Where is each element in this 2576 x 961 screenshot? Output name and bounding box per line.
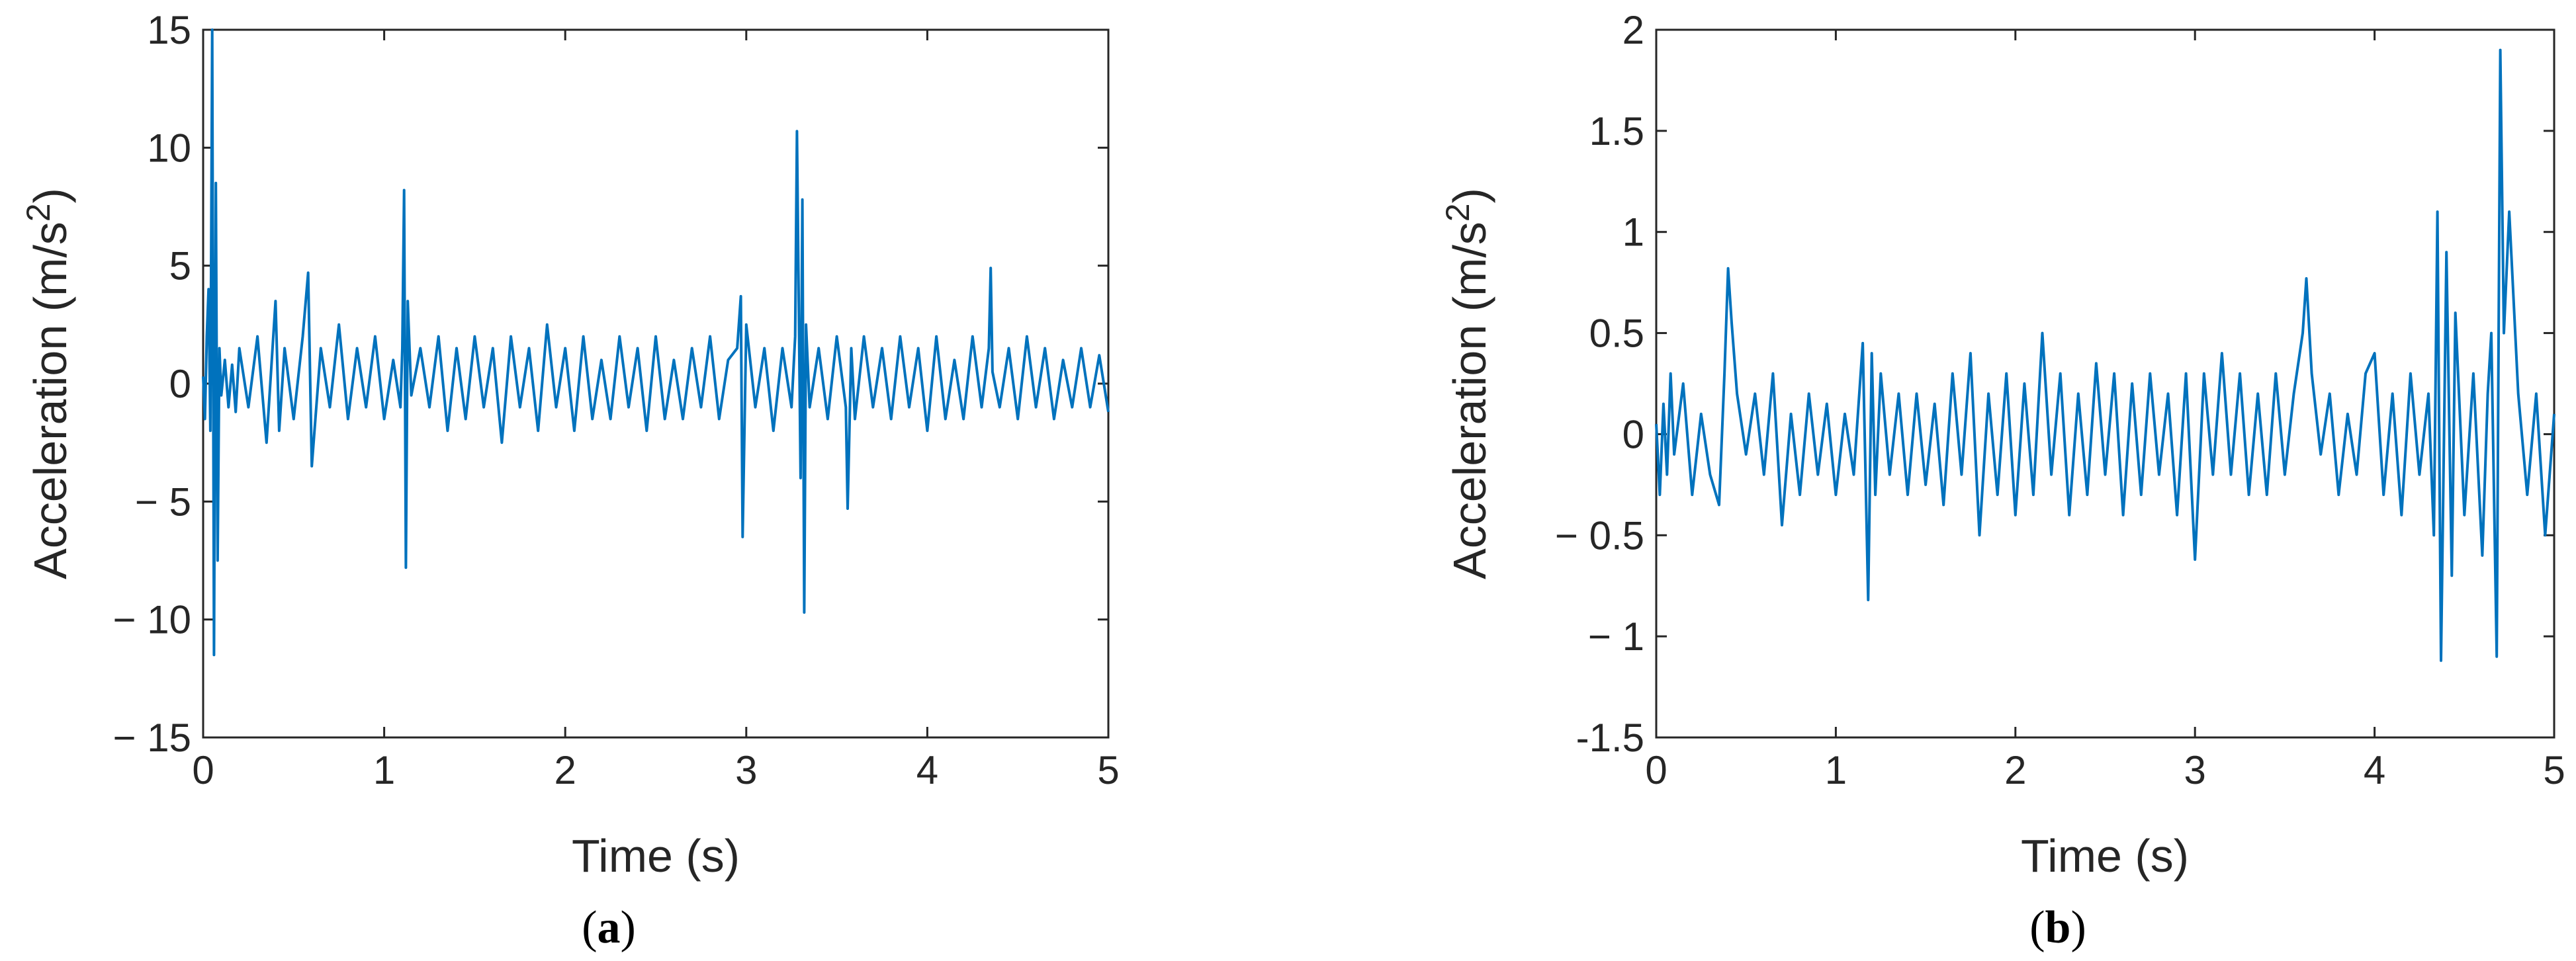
y-axis-label-sup-b: 2 (1439, 203, 1476, 222)
x-tick-label-b: 4 (2364, 748, 2385, 792)
y-tick-label-b: -1.5 (1576, 716, 1644, 760)
plot-area-b (1655, 28, 2555, 739)
x-tick-label-b: 0 (1645, 748, 1667, 792)
y-tick-label-b: − 0.5 (1555, 513, 1644, 558)
y-axis-label-a: Acceleration (m/s2) (20, 188, 76, 579)
panel-b: 0 1 2 3 4 5 -1.5 − 1 − 0.5 0 0.5 1 1.5 2 Acceleration… (1439, 8, 2565, 953)
y-axis-label-b: Acceleration (m/s2) (1439, 188, 1495, 579)
x-tick-label-a: 3 (735, 748, 757, 792)
y-tick-label-a: − 10 (113, 598, 191, 642)
x-tick-label-b: 3 (2184, 748, 2206, 792)
y-tick-label-b: 1.5 (1589, 109, 1644, 153)
y-tick-label-a: 15 (147, 8, 191, 52)
subfigure-label-b: (b) (2029, 902, 2086, 953)
x-tick-label-a: 0 (192, 748, 214, 792)
y-tick-label-b: − 1 (1588, 614, 1644, 659)
y-tick-label-a: 0 (169, 362, 191, 406)
y-axis-label-sup-a: 2 (20, 203, 57, 222)
y-tick-label-b: 1 (1622, 210, 1644, 255)
ticks-b: 0 1 2 3 4 5 -1.5 − 1 − 0.5 0 0.5 1 1.5 2 (1555, 8, 2565, 792)
y-tick-label-a: − 5 (135, 480, 191, 524)
ticks-a: 0 1 2 3 4 5 − 15 − 10 − 5 0 5 10 15 (113, 8, 1120, 792)
x-axis-label-b: Time (s) (2021, 830, 2189, 882)
plot-area-a (202, 28, 1110, 739)
y-tick-label-b: 2 (1622, 8, 1644, 52)
subfigure-label-a: (a) (582, 902, 636, 953)
series-line-a (202, 28, 1110, 657)
x-tick-label-b: 5 (2543, 748, 2565, 792)
y-tick-label-b: 0.5 (1589, 312, 1644, 356)
y-tick-label-b: 0 (1622, 412, 1644, 456)
series-line-b (1655, 48, 2555, 662)
panel-a: 0 1 2 3 4 5 − 15 − 10 − 5 0 5 10 15 Acceleration (m/… (20, 8, 1120, 953)
y-tick-label-a: 5 (169, 244, 191, 288)
x-axis-label-a: Time (s) (572, 830, 740, 882)
x-tick-label-b: 1 (1825, 748, 1847, 792)
y-tick-label-a: 10 (147, 126, 191, 170)
y-tick-label-a: − 15 (113, 716, 191, 760)
x-tick-label-a: 5 (1097, 748, 1119, 792)
x-tick-label-a: 4 (916, 748, 938, 792)
x-tick-label-a: 2 (555, 748, 576, 792)
x-tick-label-a: 1 (373, 748, 395, 792)
x-tick-label-b: 2 (2004, 748, 2026, 792)
